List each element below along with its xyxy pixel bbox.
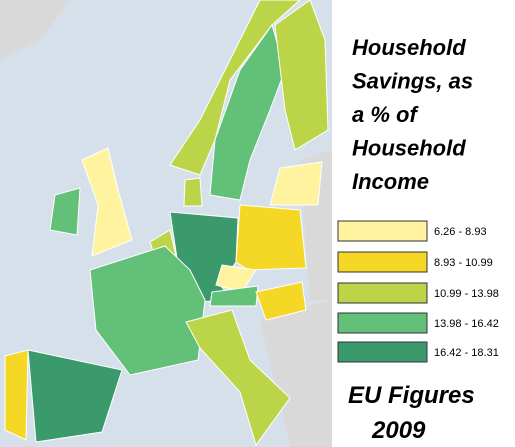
italy	[185, 309, 291, 447]
title-line: Income	[352, 169, 429, 194]
ireland	[49, 187, 81, 236]
title-line: Household	[352, 136, 466, 161]
legend-swatch	[337, 282, 428, 304]
austria	[209, 285, 259, 307]
map	[0, 0, 332, 447]
legend-label: 13.98 - 16.42	[434, 318, 499, 330]
baltics	[269, 161, 323, 206]
spain	[27, 349, 123, 443]
finland	[274, 0, 329, 151]
hungary	[255, 281, 307, 321]
legend-label: 16.42 - 18.31	[434, 347, 499, 359]
denmark	[183, 177, 203, 207]
legend-label: 6.26 - 8.93	[434, 226, 487, 238]
legend-label: 8.93 - 10.99	[434, 257, 493, 269]
legend-swatch	[337, 341, 428, 363]
legend-swatch	[337, 220, 428, 242]
title-line: a % of	[352, 102, 419, 127]
poland	[235, 204, 307, 271]
legend-swatch	[337, 251, 428, 273]
legend: 6.26 - 8.93 8.93 - 10.99 10.99 - 13.98 13.9…	[337, 220, 499, 363]
land-non-eu	[260, 300, 332, 447]
title-line: Savings, as	[352, 69, 473, 94]
title: Household Savings, as a % of Household Incom…	[352, 35, 473, 194]
footer: EU Figures 2009	[348, 382, 475, 444]
legend-label: 10.99 - 13.98	[434, 288, 499, 300]
footer-line: 2009	[371, 417, 426, 444]
uk	[81, 147, 133, 257]
norway	[169, 0, 301, 176]
land-non-eu	[0, 0, 70, 60]
portugal	[4, 349, 29, 441]
title-line: Household	[352, 35, 466, 60]
footer-line: EU Figures	[348, 382, 475, 409]
legend-swatch	[337, 312, 428, 334]
